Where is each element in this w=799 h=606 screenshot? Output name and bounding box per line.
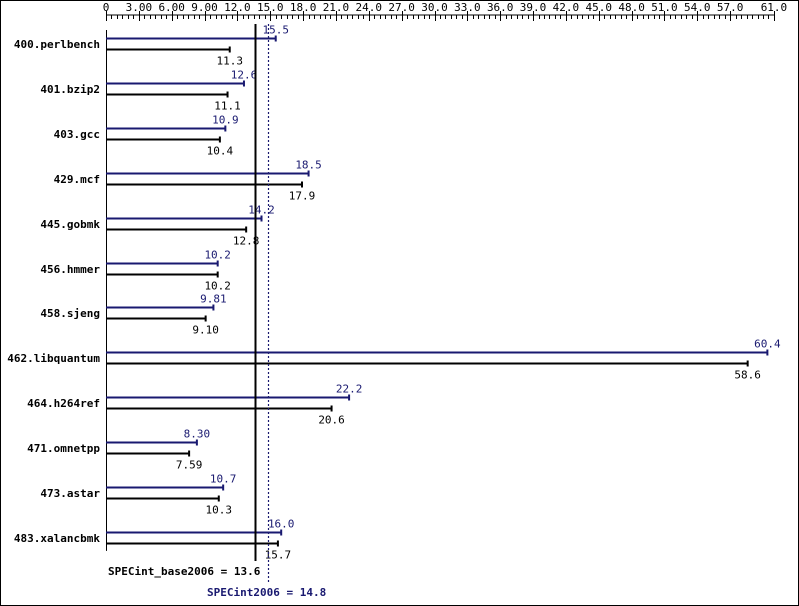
peak-summary-label: SPECint2006 = 14.8 [207, 586, 326, 599]
benchmark-label: 403.gcc [54, 128, 100, 141]
peak-value-label: 22.2 [336, 383, 363, 396]
x-axis-tick-label: 30.0 [421, 1, 448, 14]
benchmark-label: 464.h264ref [27, 397, 100, 410]
bar-group: 462.libquantum 60.4 58.6 [7, 338, 781, 382]
benchmark-label: 458.sjeng [40, 307, 100, 320]
benchmark-label: 462.libquantum [7, 352, 100, 365]
bar-group: 471.omnetpp 8.30 7.59 [27, 428, 210, 472]
benchmark-label: 401.bzip2 [40, 83, 100, 96]
base-value-label: 20.6 [318, 414, 345, 427]
x-axis: 0 3.00 6.00 9.00 12.0 15.0 18.0 21.0 24.0 27.0 30.… [103, 1, 788, 21]
base-value-label: 11.3 [216, 55, 243, 68]
x-axis-tick-label: 6.00 [158, 1, 185, 14]
bar-group: 403.gcc 10.9 10.4 [54, 114, 239, 158]
x-axis-tick-label: 24.0 [356, 1, 383, 14]
peak-value-label: 16.0 [268, 518, 295, 531]
x-axis-tick-label: 12.0 [224, 1, 251, 14]
bar-group: 429.mcf 18.5 17.9 [54, 159, 322, 203]
benchmark-label: 400.perlbench [14, 38, 100, 51]
bar-group: 400.perlbench 15.5 11.3 [14, 24, 289, 68]
peak-value-label: 60.4 [754, 338, 781, 351]
base-value-label: 9.10 [192, 324, 219, 337]
x-axis-tick-label: 45.0 [586, 1, 613, 14]
reference-lines: SPECint_base2006 = 13.6 SPECint2006 = 14.… [108, 24, 326, 599]
x-axis-tick-label: 61.0 [761, 1, 788, 14]
x-axis-tick-label: 0 [103, 1, 110, 14]
peak-value-label: 10.9 [212, 114, 239, 127]
base-value-label: 11.1 [214, 100, 241, 113]
base-value-label: 17.9 [289, 190, 316, 203]
benchmark-label: 471.omnetpp [27, 442, 100, 455]
x-axis-tick-label: 51.0 [651, 1, 678, 14]
benchmark-label: 456.hmmer [40, 263, 100, 276]
x-axis-tick-label: 48.0 [618, 1, 645, 14]
x-axis-tick-label: 3.00 [126, 1, 153, 14]
base-value-label: 7.59 [176, 459, 203, 472]
x-axis-tick-label: 9.00 [191, 1, 218, 14]
peak-value-label: 18.5 [295, 159, 322, 172]
base-value-label: 10.3 [206, 504, 233, 517]
benchmark-label: 429.mcf [54, 173, 100, 186]
x-axis-tick-label: 39.0 [520, 1, 547, 14]
base-value-label: 15.7 [265, 549, 292, 562]
bar-group: 473.astar 10.7 10.3 [40, 473, 236, 517]
peak-value-label: 10.7 [210, 473, 237, 486]
x-axis-tick-label: 33.0 [454, 1, 481, 14]
peak-value-label: 8.30 [184, 428, 211, 441]
x-axis-tick-label: 15.0 [257, 1, 284, 14]
base-value-label: 10.2 [204, 280, 231, 293]
bar-group: 401.bzip2 12.6 11.1 [40, 69, 257, 113]
peak-value-label: 14.2 [248, 204, 275, 217]
benchmark-label: 445.gobmk [40, 218, 100, 231]
base-summary-label: SPECint_base2006 = 13.6 [108, 565, 261, 578]
x-axis-tick-label: 36.0 [487, 1, 514, 14]
peak-value-label: 12.6 [231, 69, 258, 82]
bar-group: 456.hmmer 10.2 10.2 [40, 249, 231, 293]
benchmark-label: 483.xalancbmk [14, 532, 100, 545]
peak-value-label: 10.2 [204, 249, 231, 262]
x-axis-tick-label: 21.0 [323, 1, 350, 14]
benchmark-label: 473.astar [40, 487, 100, 500]
peak-value-label: 9.81 [200, 293, 227, 306]
x-axis-tick-label: 42.0 [553, 1, 580, 14]
x-axis-tick-label: 54.0 [684, 1, 711, 14]
peak-value-label: 15.5 [262, 24, 289, 37]
bar-group: 464.h264ref 22.2 20.6 [27, 383, 362, 427]
x-axis-tick-label: 57.0 [717, 1, 744, 14]
x-axis-tick-label: 18.0 [290, 1, 317, 14]
base-value-label: 12.8 [233, 235, 260, 248]
bar-group: 483.xalancbmk 16.0 15.7 [14, 518, 295, 562]
x-axis-tick-label: 27.0 [388, 1, 415, 14]
base-value-label: 10.4 [207, 145, 234, 158]
bar-group: 458.sjeng 9.81 9.10 [40, 293, 226, 337]
base-value-label: 58.6 [734, 369, 761, 382]
